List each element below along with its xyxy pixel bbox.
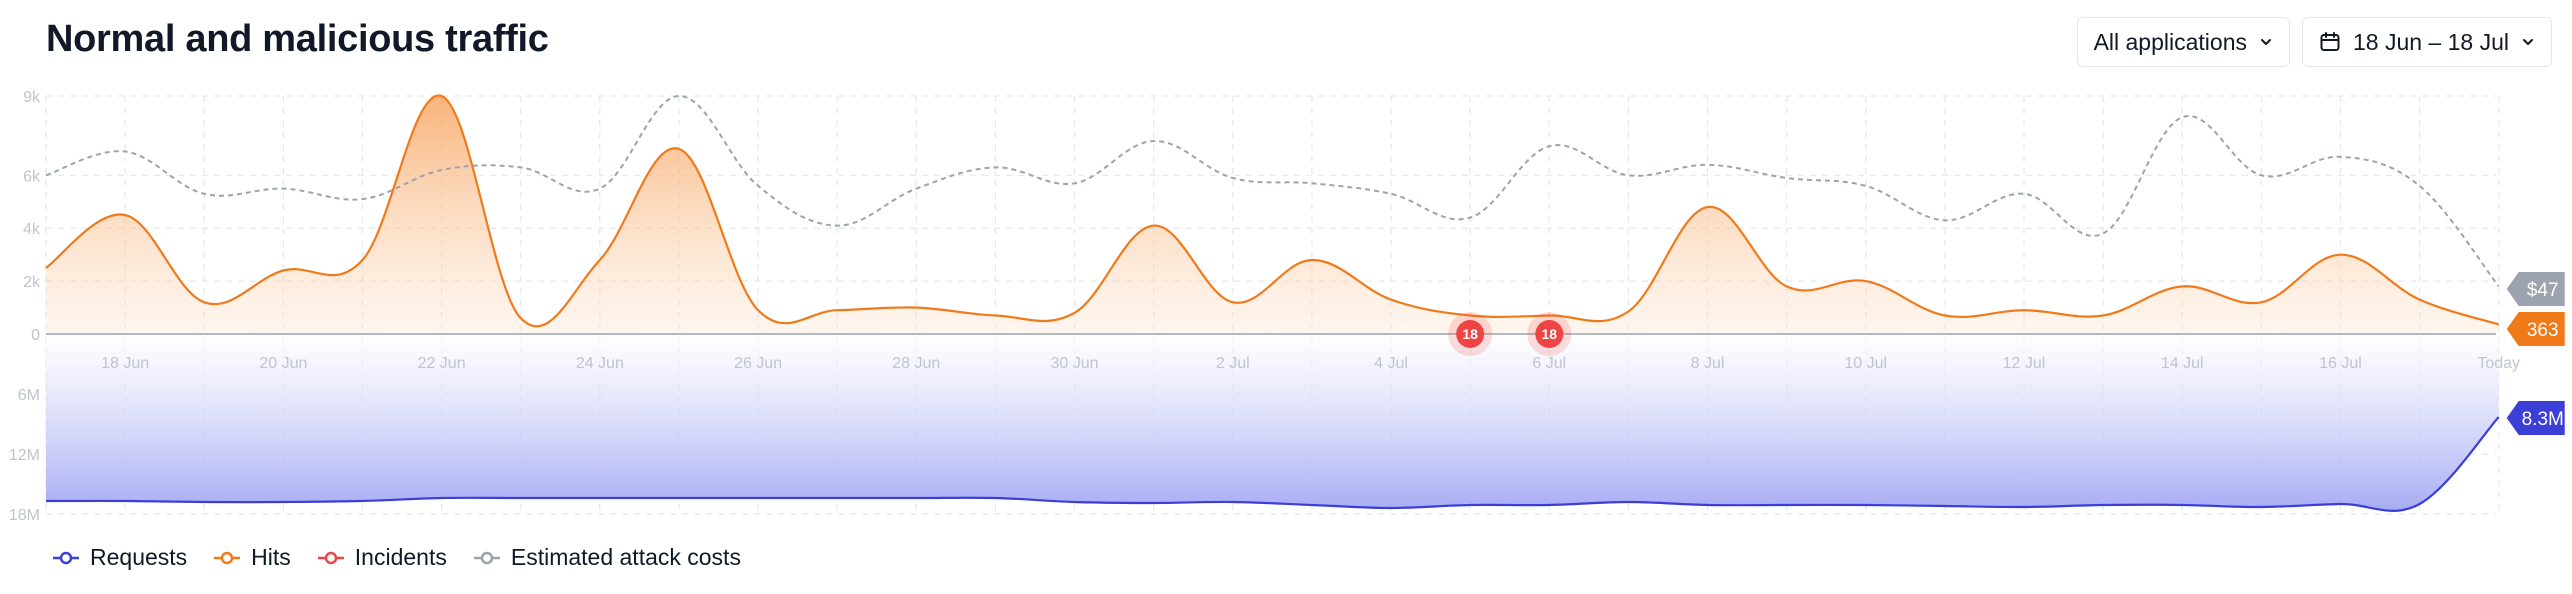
x-tick-label: 16 Jul	[2319, 355, 2362, 372]
legend-label-requests: Requests	[90, 544, 188, 570]
legend-marker-requests	[53, 551, 79, 564]
x-tick-label: 14 Jul	[2161, 355, 2204, 372]
costs-end-value-shape	[2506, 272, 2565, 306]
legend-item-hits[interactable]: Hits	[213, 544, 291, 571]
x-tick-label: 24 Jun	[576, 355, 624, 372]
requests-end-value-shape	[2506, 401, 2565, 435]
legend-item-costs[interactable]: Estimated attack costs	[473, 544, 741, 571]
hits-area	[46, 95, 2499, 334]
application-filter-dropdown[interactable]: All applications	[2076, 17, 2290, 67]
y-tick-label: 2k	[23, 274, 41, 291]
requests-area	[46, 334, 2499, 511]
incident-marker-dot	[1535, 320, 1564, 348]
x-tick-label: 26 Jun	[734, 355, 782, 372]
legend-marker-costs	[473, 551, 500, 564]
hits-end-value-label: 363	[2527, 320, 2559, 341]
requests-end-value-tag: 8.3M	[2506, 401, 2565, 435]
incident-count-label: 18	[1541, 326, 1557, 342]
incident-marker[interactable]: 18	[1527, 312, 1572, 356]
date-range-picker[interactable]: 18 Jun – 18 Jul	[2301, 17, 2552, 67]
legend-marker-incidents	[317, 551, 344, 564]
incident-count-label: 18	[1462, 326, 1478, 342]
chevron-down-icon	[2259, 35, 2273, 49]
calendar-icon	[2319, 31, 2341, 53]
x-tick-label: 12 Jul	[2003, 355, 2046, 372]
legend-label-incidents: Incidents	[354, 544, 447, 570]
y-tick-label: 12M	[9, 447, 40, 464]
requests-end-value-label: 8.3M	[2522, 409, 2564, 430]
chevron-down-icon	[2521, 35, 2535, 49]
chart-controls: All applications 18 Jun – 18 Jul	[2076, 17, 2552, 67]
chart-axes: 0 2k 4k 6k 9k 6M 12M 18M 18 Jun 20 Jun 22 Jun 24 Ju…	[9, 89, 2520, 524]
hits-end-value-tag: 363	[2506, 312, 2565, 346]
y-tick-label: 6M	[18, 387, 40, 404]
chart-legend: Requests Hits Incidents Estimated attack…	[52, 544, 741, 571]
costs-end-value-label: $47	[2527, 280, 2559, 301]
y-tick-label: 0	[31, 327, 40, 344]
x-tick-label: 8 Jul	[1691, 355, 1725, 372]
x-tick-label: 2 Jul	[1216, 355, 1250, 372]
y-tick-label: 18M	[9, 507, 40, 524]
legend-marker-hits	[214, 551, 241, 564]
legend-label-hits: Hits	[251, 544, 291, 570]
x-tick-label: 20 Jun	[259, 355, 307, 372]
costs-line	[45, 94, 2500, 288]
incident-marker-dot	[1456, 320, 1485, 348]
chart-areas	[46, 95, 2499, 511]
x-tick-label: 30 Jun	[1051, 355, 1099, 372]
x-tick-label: 4 Jul	[1374, 355, 1408, 372]
chart-lines	[45, 94, 2500, 512]
costs-end-value-tag: $47	[2506, 272, 2565, 306]
y-tick-label: 9k	[23, 89, 41, 106]
incident-marker[interactable]: 18	[1448, 312, 1493, 356]
legend-item-requests[interactable]: Requests	[52, 544, 187, 571]
x-tick-label: 18 Jun	[101, 355, 149, 372]
x-tick-label: 22 Jun	[418, 355, 466, 372]
y-tick-label: 6k	[23, 168, 41, 185]
legend-label-costs: Estimated attack costs	[510, 544, 741, 570]
x-tick-label: Today	[2477, 355, 2520, 372]
requests-line	[45, 416, 2500, 512]
x-tick-label: 10 Jul	[1844, 355, 1887, 372]
y-tick-label: 4k	[23, 221, 41, 238]
x-tick-label: 6 Jul	[1532, 355, 1566, 372]
date-range-label: 18 Jun – 18 Jul	[2352, 28, 2509, 55]
chart-markers: 18 18 $47 363 8.3M	[1448, 272, 2565, 435]
application-filter-label: All applications	[2093, 28, 2247, 55]
x-tick-label: 28 Jun	[892, 355, 940, 372]
page-title: Normal and malicious traffic	[46, 18, 549, 60]
hits-end-value-shape	[2506, 312, 2565, 346]
hits-line	[45, 94, 2500, 328]
legend-item-incidents[interactable]: Incidents	[317, 544, 447, 571]
